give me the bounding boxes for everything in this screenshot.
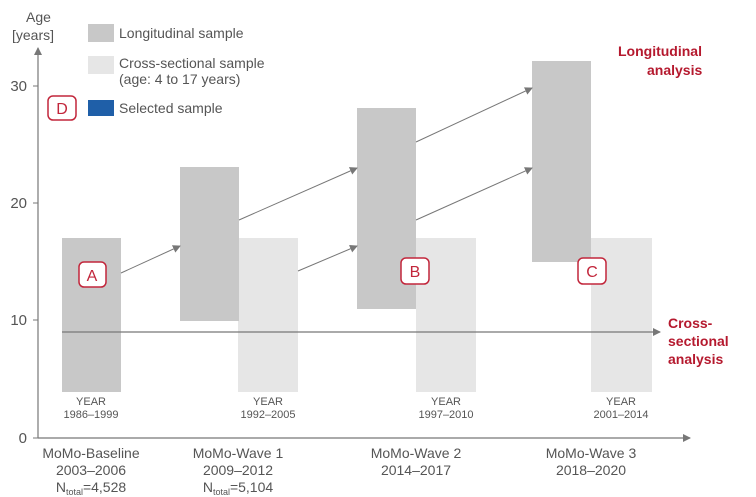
- wave-period-wave1: 2009–2012: [203, 462, 273, 478]
- longitudinal-bar-baseline: [62, 238, 121, 392]
- y-tick-label-20: 20: [10, 195, 27, 212]
- wave-period-wave2: 2014–2017: [381, 462, 451, 478]
- badge-c: C: [577, 257, 607, 285]
- year-range-wave2: 1997–2010: [418, 409, 473, 421]
- year-label-wave3: YEAR: [606, 396, 636, 408]
- wave-n-baseline: Ntotal=4,528: [56, 479, 127, 497]
- legend-label-selected: Selected sample: [119, 100, 223, 116]
- year-label-wave1: YEAR: [253, 396, 283, 408]
- y-tick-label-30: 30: [10, 78, 27, 95]
- longitudinal-bar-wave1: [180, 167, 239, 321]
- wave-period-wave3: 2018–2020: [556, 462, 626, 478]
- legend-swatch-selected: [88, 100, 114, 116]
- svg-text:C: C: [586, 264, 598, 281]
- legend-label-cross-sectional-age: (age: 4 to 17 years): [119, 71, 240, 87]
- legend-swatch-cross-sectional: [88, 56, 114, 74]
- cross-sectional-analysis-label-line1: Cross-: [668, 315, 713, 331]
- legend-swatch-longitudinal: [88, 24, 114, 42]
- legend-label-longitudinal: Longitudinal sample: [119, 25, 244, 41]
- wave-n-wave1: Ntotal=5,104: [203, 479, 274, 497]
- cross-sectional-analysis-label-line3: analysis: [668, 351, 723, 367]
- longitudinal-arrow-a2: [238, 167, 358, 221]
- badge-a: A: [78, 261, 107, 288]
- y-tick-label-10: 10: [10, 312, 27, 329]
- year-label-wave2: YEAR: [431, 396, 461, 408]
- y-tick-label-0: 0: [19, 430, 27, 447]
- wave-name-wave1: MoMo-Wave 1: [193, 445, 284, 461]
- badge-b: B: [400, 257, 430, 285]
- year-range-baseline: 1986–1999: [63, 409, 118, 421]
- year-range-wave1: 1992–2005: [240, 409, 295, 421]
- longitudinal-analysis-label-line1: Longitudinal: [618, 43, 702, 59]
- svg-text:A: A: [87, 268, 98, 285]
- wave-name-baseline: MoMo-Baseline: [42, 445, 139, 461]
- y-axis-title-line1: Age: [26, 9, 51, 25]
- svg-text:D: D: [56, 101, 68, 118]
- y-axis-title-line2: [years]: [12, 27, 54, 43]
- longitudinal-bar-wave3: [532, 61, 591, 262]
- longitudinal-arrow-a1: [120, 245, 181, 274]
- wave-period-baseline: 2003–2006: [56, 462, 126, 478]
- longitudinal-arrow-b1: [297, 245, 358, 272]
- year-range-wave3: 2001–2014: [593, 409, 648, 421]
- longitudinal-analysis-label-line2: analysis: [647, 62, 702, 78]
- longitudinal-arrow-a3: [415, 87, 533, 143]
- wave-name-wave3: MoMo-Wave 3: [546, 445, 637, 461]
- year-label-baseline: YEAR: [76, 396, 106, 408]
- legend-label-cross-sectional: Cross-sectional sample: [119, 55, 265, 71]
- badge-d: D: [47, 95, 77, 121]
- wave-name-wave2: MoMo-Wave 2: [371, 445, 462, 461]
- cross-sectional-bar-wave1: [238, 238, 298, 392]
- cross-sectional-analysis-label-line2: sectional: [668, 333, 729, 349]
- svg-text:B: B: [410, 264, 421, 281]
- longitudinal-arrow-b2: [415, 167, 533, 221]
